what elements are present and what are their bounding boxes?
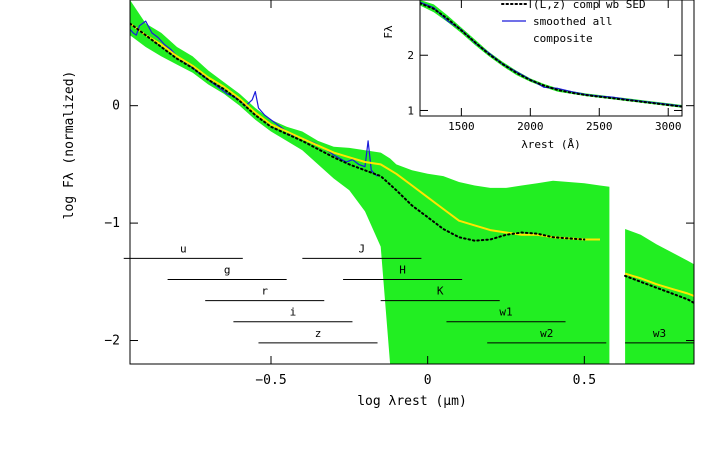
- x-tick-label: 1500: [448, 120, 475, 133]
- y-tick-label: −1: [104, 216, 120, 231]
- filter-w2-label: w2: [540, 327, 553, 340]
- inset-legend: (L,z) comp wb SED smoothed all composite: [501, 0, 646, 45]
- x-tick-label: 3000: [655, 120, 682, 133]
- filter-w3-label: w3: [653, 327, 666, 340]
- legend-label: smoothed all: [533, 15, 612, 28]
- x-tick-label: 0.5: [573, 373, 596, 388]
- filter-g-label: g: [224, 263, 231, 276]
- series-band-area: [130, 0, 610, 364]
- main-plot: −0.5 0 0.5 0 −1 −2 u g r i z J H Kw1 w2 w3 log λrest (…: [62, 0, 695, 409]
- x-tick-label: 0: [424, 373, 432, 388]
- filter-J-label: J: [359, 242, 366, 255]
- legend-label: composite: [533, 32, 593, 45]
- x-tick-label: 2500: [586, 120, 613, 133]
- filter-r-label: r: [261, 285, 268, 298]
- main-frame: [129, 0, 695, 365]
- series-template-line: [130, 22, 586, 242]
- y-tick-label: 2: [407, 49, 414, 62]
- series-template2-line: [624, 274, 694, 304]
- filter-i-label: i: [290, 306, 297, 319]
- filter-H-label: H: [399, 263, 406, 276]
- y-tick-label: 1: [407, 104, 414, 117]
- filter-u-label: u: [180, 242, 187, 255]
- inset-x-axis-label: λrest (Å): [521, 138, 581, 151]
- inset-ticks: 1500 2000 2500 3000 1 2: [407, 0, 682, 133]
- y-tick-label: −2: [104, 334, 120, 349]
- x-tick-label: 2000: [517, 120, 544, 133]
- series-band2-area: [625, 229, 694, 364]
- x-axis-label: log λrest (μm): [357, 394, 467, 409]
- series-model-line: [130, 22, 600, 241]
- filter-bands: u g r i z J H Kw1 w2 w3: [123, 242, 694, 344]
- filter-z-label: z: [315, 327, 322, 340]
- filter-K-label: K: [437, 285, 444, 298]
- x-tick-label: −0.5: [255, 373, 286, 388]
- legend-label: (L,z) comp wb SED: [533, 0, 646, 11]
- y-axis-label: log Fλ (normalized): [62, 71, 77, 220]
- inset-y-axis-label: Fλ: [382, 25, 395, 39]
- series-model2-line: [624, 272, 694, 297]
- series-composite-line: [130, 20, 378, 177]
- filter-w1-label: w1: [499, 306, 512, 319]
- main-data: [130, 0, 694, 364]
- inset-frame: [419, 0, 683, 117]
- inset-background: [420, 0, 682, 116]
- inset-plot: 1500 2000 2500 3000 1 2 (L,z) comp wb SED smoo…: [382, 0, 683, 151]
- main-ticks: −0.5 0 0.5 0 −1 −2: [104, 0, 694, 388]
- inset-data: [420, 0, 682, 108]
- series-template-line: [420, 2, 682, 108]
- y-tick-label: 0: [112, 99, 120, 114]
